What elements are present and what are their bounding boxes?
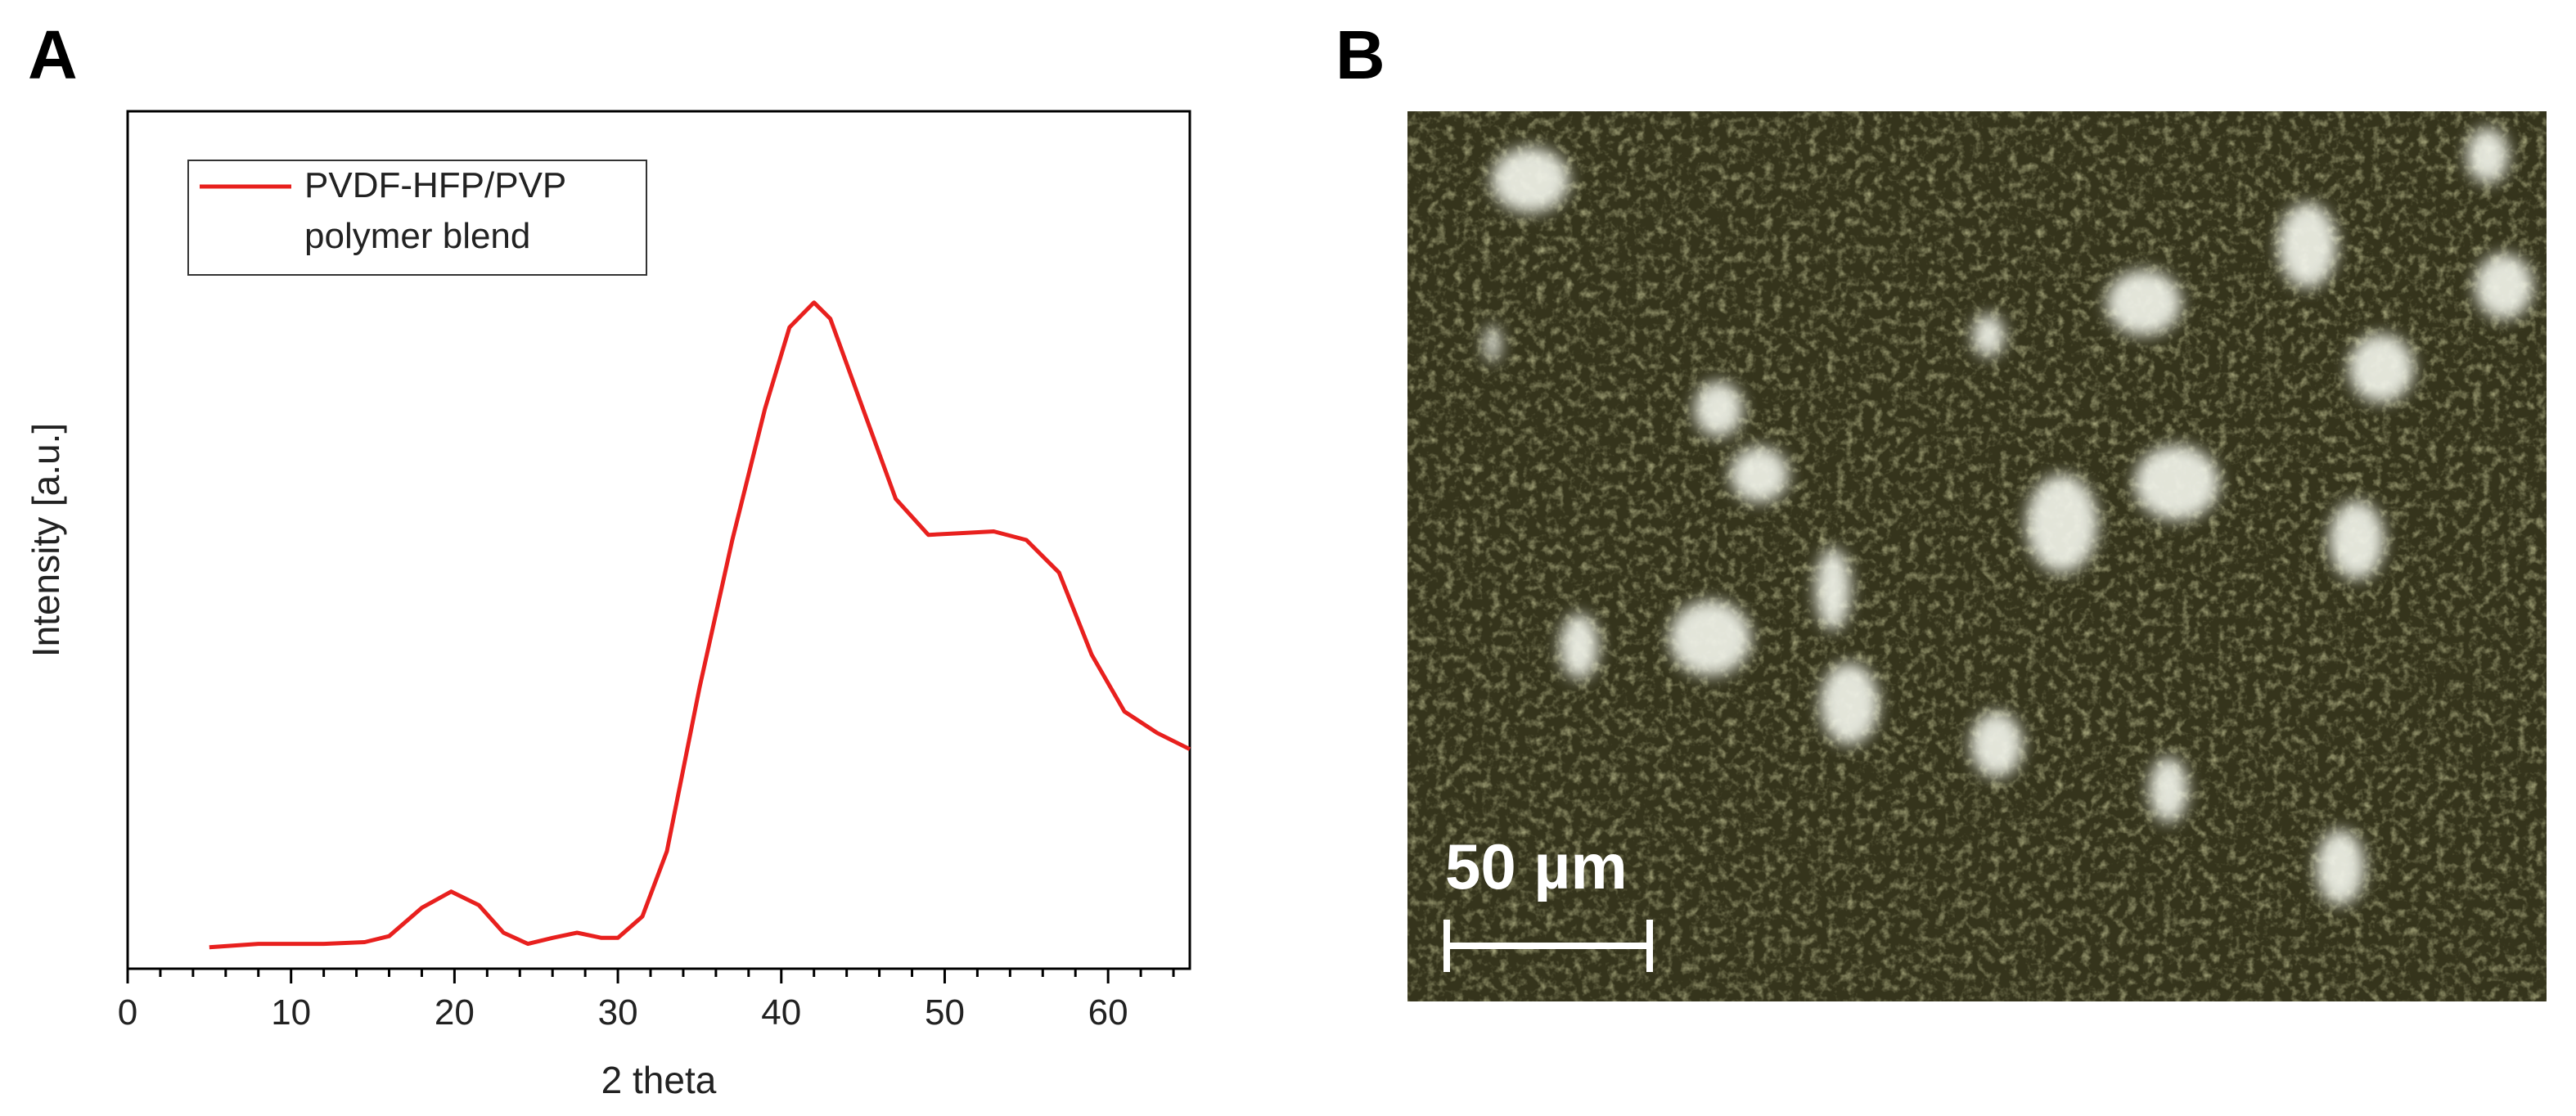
- micrograph: 50 µm: [1407, 111, 2547, 1001]
- scale-bar-label: 50 µm: [1445, 830, 1628, 902]
- x-tick-label: 40: [761, 992, 801, 1033]
- x-tick-label: 60: [1088, 992, 1128, 1033]
- panel-label: B: [1335, 16, 1385, 93]
- x-tick-label: 10: [271, 992, 311, 1033]
- legend-box: [187, 160, 647, 276]
- scale-bar: [1443, 920, 1653, 972]
- panel-label: A: [28, 16, 78, 93]
- crystals: [1484, 128, 2533, 905]
- y-axis-title: Intensity [a.u.]: [25, 423, 67, 657]
- plot-frame: [126, 110, 1191, 970]
- x-tick-label: 30: [598, 992, 638, 1033]
- legend-label: PVDF-HFP/PVP polymer blend: [304, 165, 566, 256]
- data-line: [209, 300, 1191, 950]
- x-axis-title: 2 theta: [601, 1059, 717, 1101]
- x-tick-label: 20: [435, 992, 475, 1033]
- x-tick-label: 50: [925, 992, 965, 1033]
- x-tick-label: 0: [118, 992, 137, 1033]
